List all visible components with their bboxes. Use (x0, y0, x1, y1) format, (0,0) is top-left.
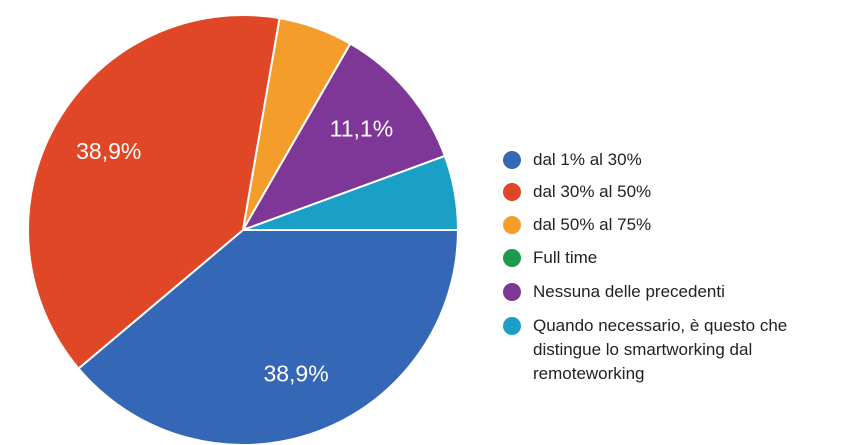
legend-label: dal 1% al 30% (533, 150, 642, 169)
legend-item: Full time (500, 246, 840, 270)
slice-label: 11,1% (330, 115, 394, 141)
pie-slice (242, 154, 460, 231)
legend-item: dal 50% al 75% (500, 213, 840, 237)
legend-item: Nessuna delle precedenti (500, 280, 840, 304)
legend-label: Nessuna delle precedenti (533, 282, 725, 301)
legend-label: Full time (533, 248, 598, 267)
pie-slice (77, 229, 460, 445)
legend-label: Quando necessario, è questo che distingu… (533, 316, 788, 383)
legend-item: Quando necessario, è questo che distingu… (500, 314, 840, 386)
legend-swatch (503, 216, 521, 234)
legend-item: dal 30% al 50% (500, 180, 840, 204)
legend-swatch (503, 317, 521, 335)
legend-swatch (503, 183, 521, 201)
legend-item: dal 1% al 30% (500, 148, 840, 172)
pie-slice (240, 42, 447, 232)
legend-label: dal 30% al 50% (533, 182, 652, 201)
slice-label: 38,9% (76, 138, 141, 164)
slice-label: 38,9% (263, 360, 328, 386)
legend-swatch (503, 151, 521, 169)
pie-slice (27, 14, 281, 370)
legend-swatch (503, 249, 521, 267)
legend-label: dal 50% al 75% (533, 215, 652, 234)
legend-swatch (503, 283, 521, 301)
